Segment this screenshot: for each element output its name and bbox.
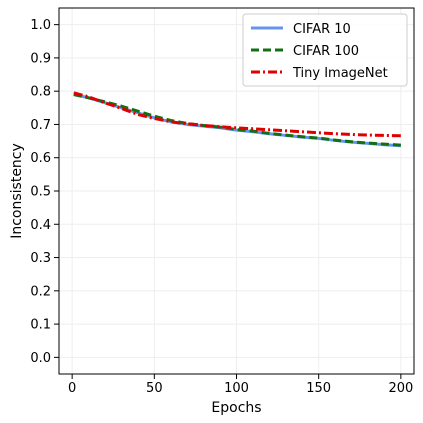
series-lines — [73, 91, 401, 148]
y-tick-label: 0.3 — [30, 251, 51, 266]
y-tick-label: 0.5 — [30, 185, 51, 200]
series-line-1 — [73, 93, 401, 147]
y-tick-label: 0.6 — [30, 151, 51, 166]
y-tick-label: 0.4 — [30, 218, 51, 233]
y-tick-label: 0.9 — [30, 51, 51, 66]
x-axis-label: Epochs — [211, 400, 261, 416]
x-tick-label: 50 — [146, 381, 163, 396]
y-tick-label: 0.0 — [30, 351, 51, 366]
y-tick-label: 1.0 — [30, 18, 51, 33]
legend-label-0: CIFAR 10 — [293, 22, 351, 37]
legend-label-1: CIFAR 100 — [293, 44, 359, 59]
x-tick-label: 200 — [388, 381, 413, 396]
series-line-2 — [73, 91, 401, 138]
y-axis-label: Inconsistency — [9, 143, 25, 239]
legend: CIFAR 10 CIFAR 100 Tiny ImageNet — [242, 13, 408, 87]
y-tick-label: 0.8 — [30, 85, 51, 100]
x-axis-ticks: 0 50 100 150 200 — [68, 374, 413, 396]
y-tick-label: 0.7 — [30, 118, 51, 133]
legend-label-2: Tiny ImageNet — [292, 66, 388, 81]
legend-box — [242, 13, 408, 87]
y-axis-ticks: 0.0 0.1 0.2 0.3 0.4 0.5 0.6 0.7 0.8 0.9 1.0 — [30, 18, 59, 366]
y-tick-label: 0.2 — [30, 284, 51, 299]
x-tick-label: 0 — [68, 381, 76, 396]
y-tick-label: 0.1 — [30, 318, 51, 333]
x-tick-label: 100 — [224, 381, 249, 396]
grid-lines — [59, 8, 414, 374]
x-tick-label: 150 — [306, 381, 331, 396]
